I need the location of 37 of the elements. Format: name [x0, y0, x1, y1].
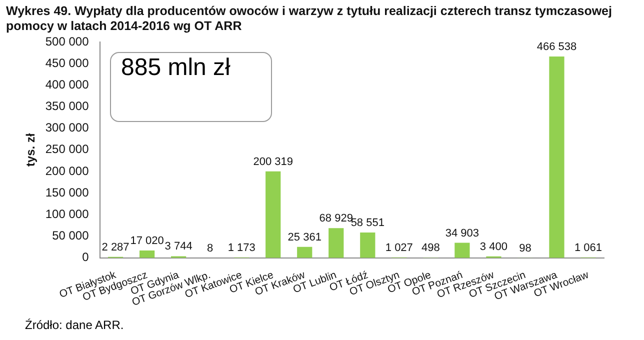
data-label: 8 [207, 242, 214, 254]
data-label: 498 [421, 242, 440, 254]
y-tick-label: 50 000 [52, 228, 90, 243]
data-label: 3 400 [480, 240, 508, 253]
bar [454, 242, 470, 258]
data-label: 3 744 [164, 240, 192, 253]
bar [549, 56, 564, 258]
y-tick-label: 500 000 [45, 34, 90, 48]
chart-title: Wykres 49. Wypłaty dla producentów owoców i warzyw z tytułu realizacji czterech transz tymczasowej pomocy w latach 2014-2016 wg OT ARR [6, 4, 613, 34]
y-tick-label: 100 000 [45, 206, 90, 221]
bar [139, 250, 155, 258]
data-label: 34 903 [445, 227, 480, 240]
y-tick-label: 400 000 [45, 77, 90, 92]
annotation: 885 mln zł [110, 52, 272, 122]
bar [328, 228, 344, 258]
data-label: 2 287 [102, 241, 130, 254]
y-tick-label: 200 000 [45, 164, 90, 178]
data-label: 466 538 [536, 40, 577, 53]
bar [297, 246, 312, 258]
y-axis-title: tys. zł [24, 132, 38, 167]
data-label: 17 020 [130, 235, 164, 248]
data-label: 200 319 [253, 156, 293, 168]
y-tick-label: 150 000 [45, 185, 90, 200]
data-label: 1 061 [574, 242, 602, 254]
data-label: 25 361 [288, 231, 322, 244]
y-tick-label: 450 000 [45, 56, 90, 70]
bar [266, 171, 281, 258]
y-tick-label: 350 000 [45, 99, 90, 114]
data-label: 1 173 [228, 242, 256, 254]
text: Źródło: dane ARR. [25, 318, 124, 332]
data-label: 98 [519, 242, 532, 254]
y-tick-label: 0 [82, 250, 90, 264]
data-label: 68 929 [319, 212, 353, 225]
bar [360, 232, 376, 258]
y-tick-label: 300 000 [45, 120, 90, 135]
y-tick-label: 250 000 [45, 142, 90, 156]
data-label: 1 027 [385, 242, 413, 254]
